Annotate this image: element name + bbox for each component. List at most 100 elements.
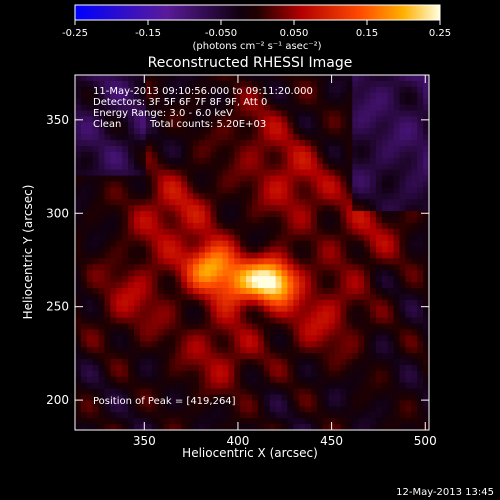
heatmap-cell (370, 299, 377, 307)
heatmap-cell (157, 293, 164, 301)
heatmap-cell (151, 335, 158, 342)
heatmap-cell (204, 104, 212, 111)
heatmap-cell (86, 240, 94, 247)
heatmap-cell (157, 146, 164, 153)
heatmap-cell (322, 163, 330, 171)
heatmap-cell (234, 222, 241, 230)
heatmap-cell (157, 341, 164, 348)
heatmap-cell (216, 418, 223, 425)
heatmap-cell (293, 181, 300, 188)
heatmap-cell (275, 418, 282, 425)
heatmap-cell (405, 400, 412, 407)
heatmap-cell (399, 246, 406, 253)
heatmap-cell (122, 146, 129, 153)
heatmap-cell (405, 282, 412, 289)
heatmap-cell (305, 86, 312, 94)
heatmap-cell (216, 205, 223, 212)
heatmap-cell (364, 400, 371, 407)
heatmap-cell (110, 104, 117, 111)
heatmap-cell (128, 92, 135, 100)
heatmap-cell (151, 394, 158, 401)
heatmap-cell (322, 317, 330, 324)
heatmap-cell (346, 335, 353, 342)
heatmap-cell (175, 329, 182, 336)
heatmap-cell (75, 317, 82, 324)
heatmap-cell (393, 311, 400, 318)
heatmap-cell (316, 323, 324, 330)
heatmap-cell (157, 193, 164, 200)
heatmap-cell (263, 258, 271, 265)
heatmap-cell (210, 382, 217, 389)
heatmap-cell (405, 146, 412, 153)
heatmap-cell (80, 323, 88, 330)
heatmap-cell (128, 388, 135, 395)
heatmap-cell (370, 347, 377, 354)
heatmap-cell (375, 394, 383, 401)
heatmap-cell (128, 258, 135, 265)
heatmap-cell (75, 299, 82, 307)
heatmap-cell (257, 382, 265, 389)
clean-text: Clean (93, 119, 122, 130)
heatmap-cell (181, 86, 188, 94)
heatmap-cell (163, 163, 170, 171)
heatmap-cell (370, 264, 377, 271)
heatmap-cell (163, 347, 170, 354)
heatmap-cell (287, 388, 294, 395)
heatmap-cell (346, 418, 353, 425)
heatmap-cell (122, 228, 129, 236)
chart-title: Reconstructed RHESSI Image (148, 55, 353, 71)
heatmap-cell (334, 305, 341, 313)
heatmap-cell (257, 376, 265, 384)
heatmap-cell (222, 252, 229, 259)
heatmap-cell (281, 140, 288, 147)
heatmap-cell (299, 270, 306, 277)
heatmap-cell (381, 317, 389, 324)
heatmap-cell (340, 181, 347, 188)
heatmap-cell (269, 335, 276, 342)
heatmap-cell (346, 311, 353, 318)
heatmap-cell (322, 305, 330, 313)
heatmap-cell (305, 323, 312, 330)
heatmap-cell (316, 424, 324, 431)
heatmap-cell (340, 140, 347, 147)
heatmap-cell (411, 234, 418, 242)
heatmap-cell (116, 157, 123, 165)
heatmap-cell (423, 98, 430, 105)
heatmap-cell (352, 140, 359, 147)
heatmap-cell (234, 353, 241, 360)
heatmap-cell (210, 364, 217, 372)
heatmap-cell (257, 412, 265, 419)
heatmap-cell (281, 175, 288, 182)
heatmap-cell (134, 163, 141, 171)
heatmap-cell (370, 222, 377, 230)
heatmap-cell (340, 276, 347, 283)
heatmap-cell (198, 205, 206, 212)
heatmap-cell (340, 418, 347, 425)
heatmap-cell (299, 293, 306, 301)
heatmap-cell (257, 252, 265, 259)
heatmap-cell (423, 376, 430, 384)
heatmap-cell (358, 228, 365, 236)
heatmap-cell (316, 258, 324, 265)
heatmap-cell (193, 134, 200, 141)
heatmap-cell (381, 323, 389, 330)
heatmap-cell (252, 252, 259, 259)
heatmap-cell (299, 347, 306, 354)
heatmap-cell (187, 187, 194, 194)
heatmap-cell (381, 110, 389, 117)
heatmap-cell (128, 86, 135, 94)
heatmap-cell (381, 240, 389, 247)
heatmap-cell (393, 228, 400, 236)
heatmap-cell (370, 104, 377, 111)
heatmap-cell (334, 311, 341, 318)
heatmap-cell (281, 388, 288, 395)
heatmap-cell (234, 359, 241, 366)
heatmap-cell (352, 305, 359, 313)
heatmap-cell (340, 252, 347, 259)
heatmap-cell (228, 128, 235, 135)
heatmap-cell (86, 359, 94, 366)
heatmap-cell (128, 75, 135, 82)
heatmap-cell (322, 187, 330, 194)
heatmap-cell (128, 146, 135, 153)
heatmap-cell (311, 394, 318, 401)
